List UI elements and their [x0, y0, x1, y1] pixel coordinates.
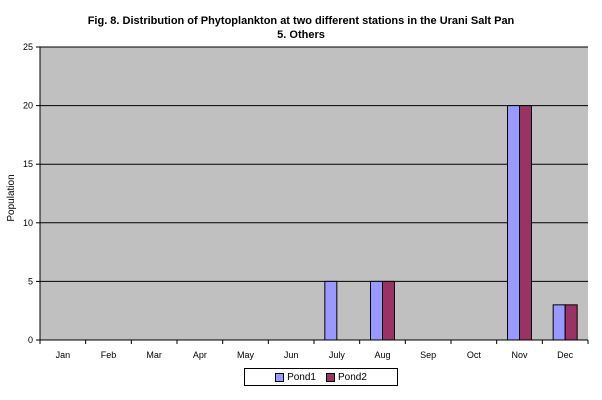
y-tick-label-15: 15 [23, 159, 33, 169]
x-tick-label-apr: Apr [193, 350, 207, 360]
x-tick-label-jun: Jun [284, 350, 299, 360]
y-tick-label-25: 25 [23, 42, 33, 52]
legend-swatch-pond2 [326, 372, 335, 382]
x-tick-label-aug: Aug [374, 350, 390, 360]
y-tick-label-5: 5 [28, 276, 33, 286]
plot-background [40, 47, 588, 340]
y-axis-label: Population [6, 174, 17, 221]
x-tick-label-sep: Sep [420, 350, 436, 360]
legend-item-pond2: Pond2 [326, 372, 367, 383]
x-tick-label-may: May [237, 350, 255, 360]
y-tick-label-10: 10 [23, 218, 33, 228]
chart-subtitle: 5. Others [277, 29, 325, 41]
chart-title: Fig. 8. Distribution of Phytoplankton at… [87, 15, 515, 27]
bar-pond1-aug [370, 280, 383, 341]
legend-label-pond1: Pond1 [287, 371, 316, 383]
x-tick-label-feb: Feb [101, 350, 117, 360]
legend: Pond1 Pond2 [244, 368, 398, 386]
x-tick-label-july: July [329, 350, 346, 360]
plot-area [40, 47, 588, 340]
legend-swatch-pond1 [275, 372, 285, 382]
bar-pond1-july [324, 280, 338, 341]
y-tick-label-20: 20 [23, 101, 33, 111]
bar-pond2-aug [382, 280, 395, 341]
legend-item-pond1: Pond1 [275, 372, 316, 383]
x-tick-labels: Jan Feb Mar Apr May Jun July Aug Sep Oct Nov Dec [39, 340, 589, 360]
bar-pond2-nov [519, 105, 532, 341]
bar-pond1-dec [552, 304, 566, 341]
bar-pond2-dec [564, 304, 578, 341]
gridlines [40, 46, 588, 282]
x-tick-label-oct: Oct [467, 350, 482, 360]
bar-pond1-nov [507, 105, 520, 341]
x-tick-label-mar: Mar [146, 350, 162, 360]
y-tick-labels: 0 5 10 15 20 25 [23, 42, 40, 345]
y-tick-label-0: 0 [28, 335, 33, 345]
x-tick-label-dec: Dec [557, 350, 574, 360]
legend-label-pond2: Pond2 [338, 371, 367, 383]
x-tick-label-jan: Jan [56, 350, 71, 360]
x-tick-label-nov: Nov [511, 350, 528, 360]
